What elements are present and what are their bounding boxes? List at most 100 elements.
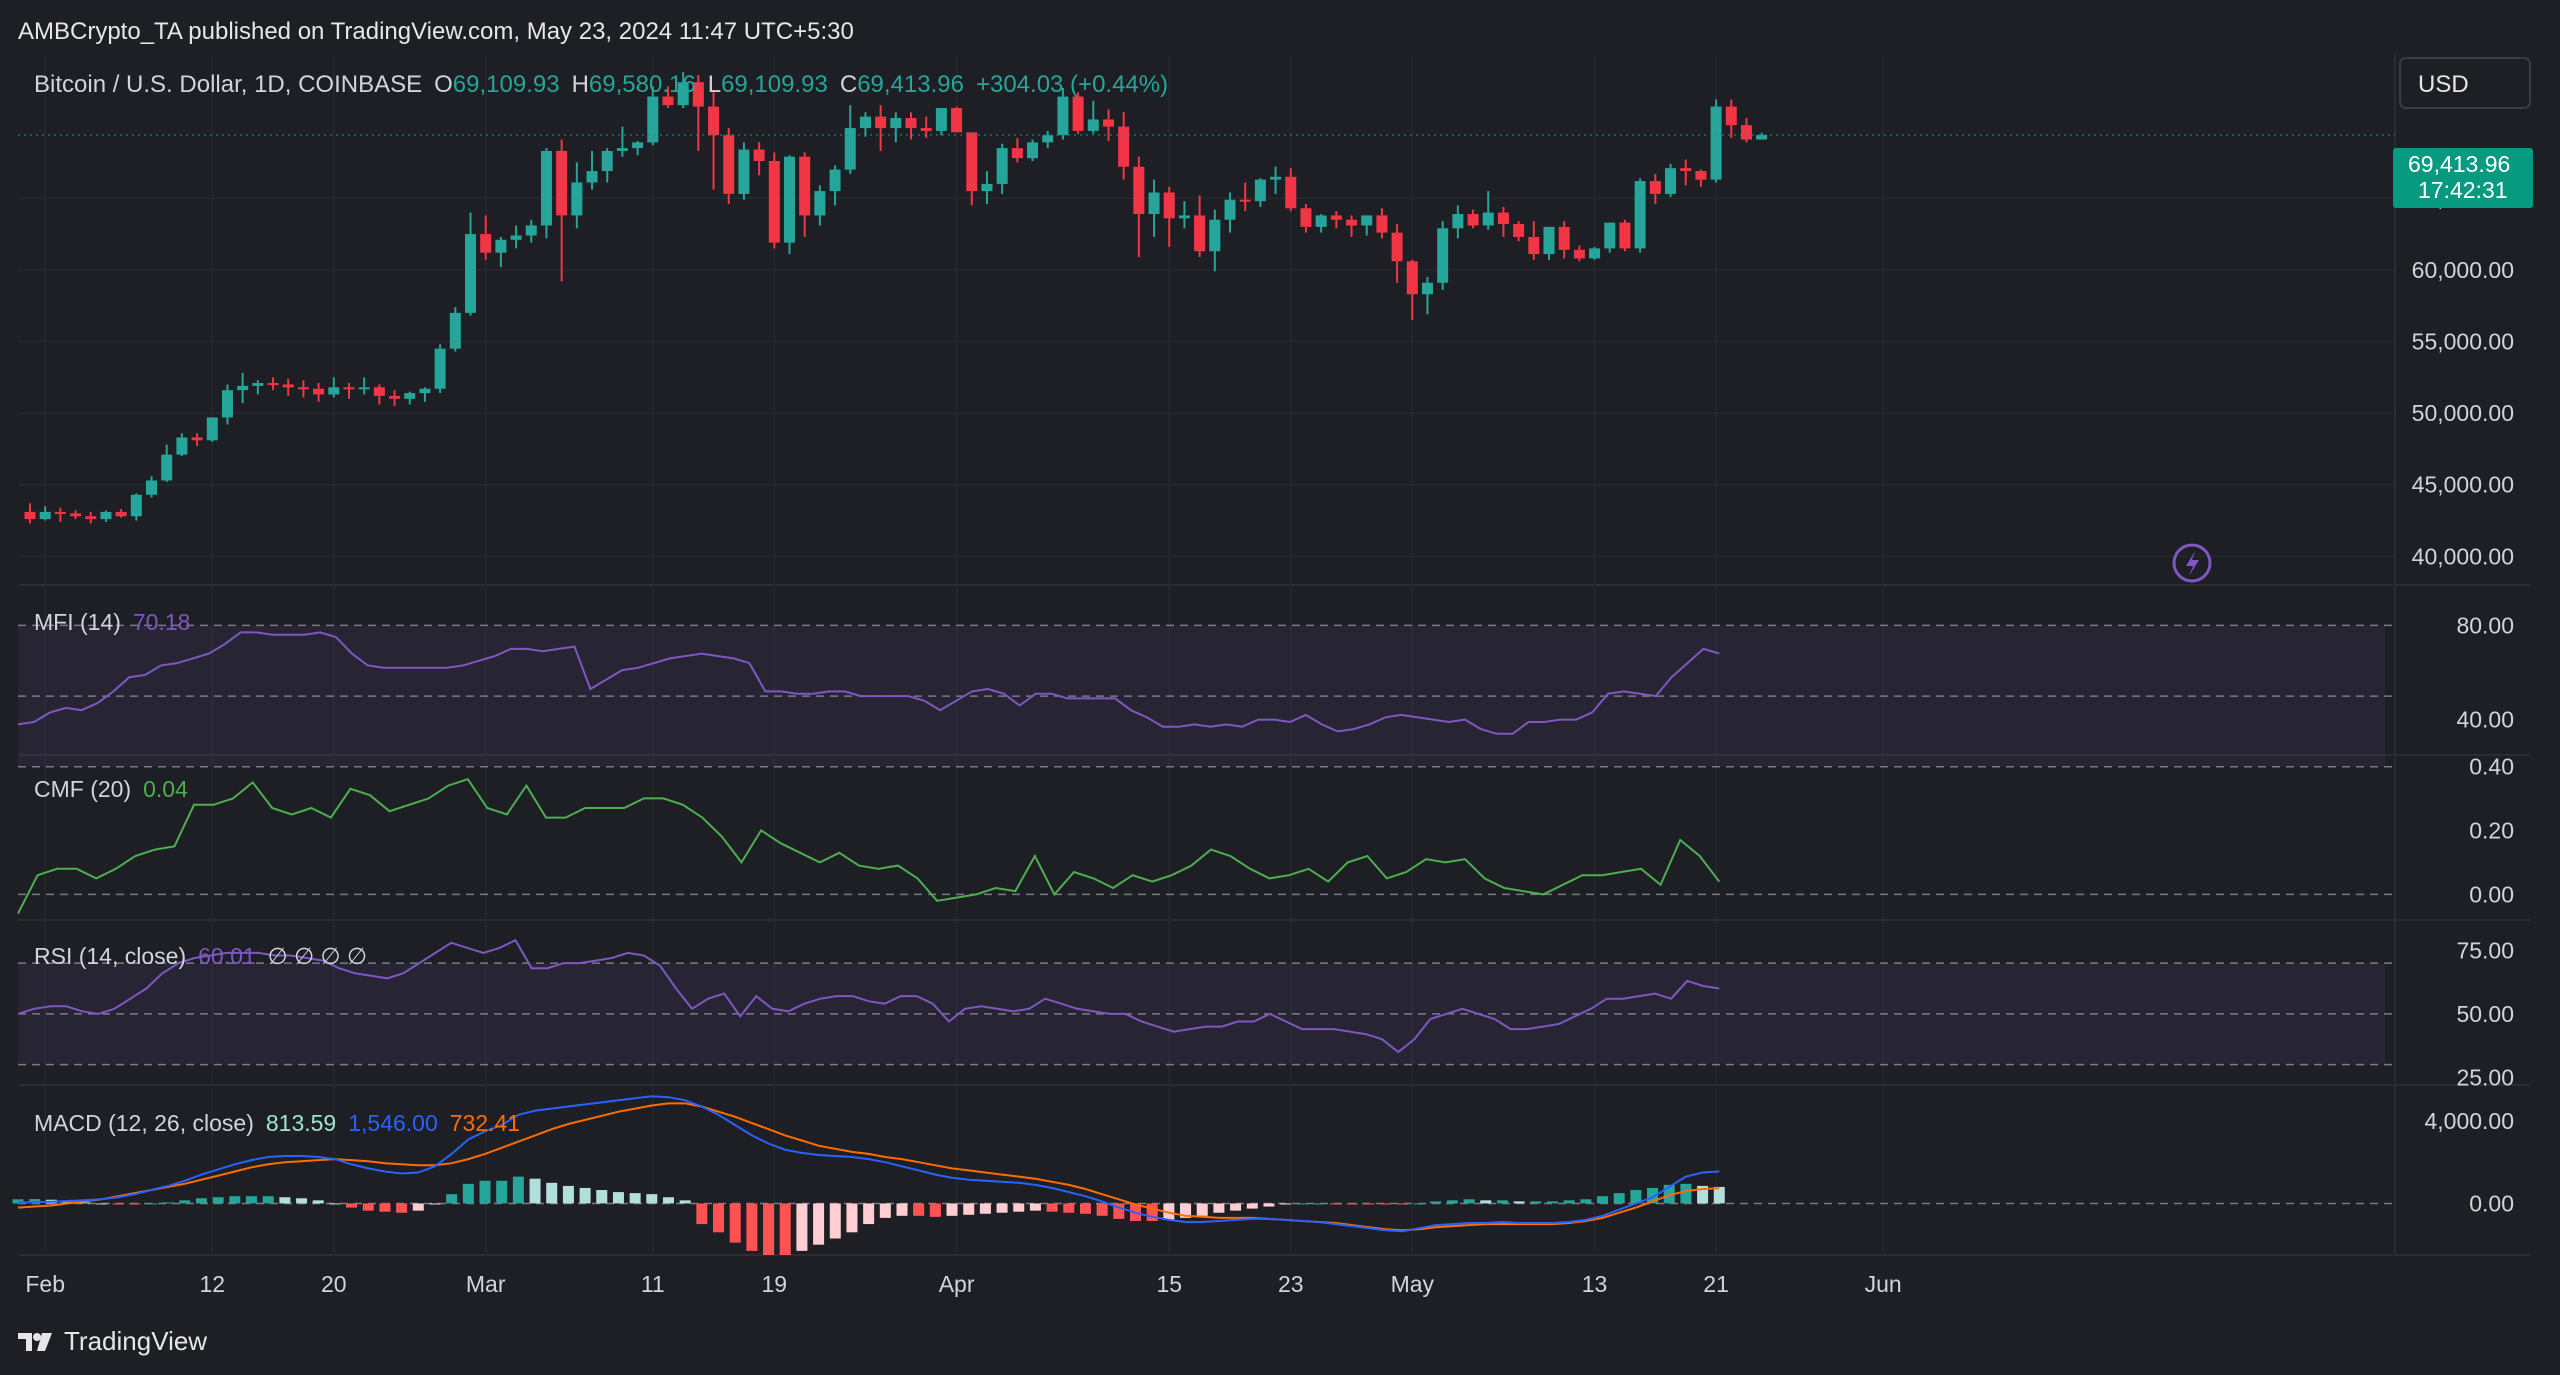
candle-body — [525, 225, 537, 236]
x-tick-label: 21 — [1703, 1271, 1729, 1297]
candle-body — [1209, 219, 1221, 252]
indicator-tick-label: 80.00 — [2456, 612, 2514, 638]
histogram-bar — [1363, 1203, 1375, 1205]
candle-body — [677, 82, 689, 106]
candle — [1346, 215, 1358, 237]
histogram-bar — [1046, 1203, 1058, 1212]
histogram-bar — [112, 1203, 124, 1205]
candle-body — [1300, 208, 1312, 227]
candle — [373, 384, 385, 405]
candle-body — [24, 511, 36, 520]
candle — [328, 377, 340, 398]
macd-line — [17, 1095, 1720, 1233]
candle — [1285, 168, 1297, 212]
candle — [465, 212, 477, 316]
histogram-bar — [446, 1194, 458, 1204]
macd-tick-label: 4,000.00 — [2424, 1108, 2514, 1134]
candle-body — [1740, 125, 1752, 140]
candle-body — [935, 108, 947, 131]
candle-body — [54, 511, 66, 514]
candle — [252, 380, 264, 395]
indicator-tick-label: 0.40 — [2469, 753, 2514, 779]
histogram-bar — [1563, 1200, 1575, 1204]
histogram-bar — [1230, 1203, 1242, 1211]
candle-body — [1178, 215, 1190, 219]
histogram-bar — [1346, 1203, 1358, 1205]
candle — [1011, 138, 1023, 163]
candle — [358, 377, 370, 395]
histogram-bar — [1647, 1187, 1659, 1204]
candle — [738, 142, 750, 200]
candle-body — [875, 116, 887, 129]
histogram-bar — [462, 1183, 474, 1204]
candle — [54, 507, 66, 522]
currency-button[interactable] — [2399, 57, 2531, 109]
histogram-bar — [696, 1203, 708, 1225]
mfi-pane — [17, 624, 2395, 768]
histogram-bar — [79, 1202, 91, 1204]
histogram-bar — [763, 1203, 775, 1255]
candle-body — [510, 235, 522, 240]
histogram-bar — [713, 1203, 725, 1233]
candle-body — [1011, 148, 1023, 159]
candle-body — [1437, 228, 1449, 283]
candle — [1649, 173, 1661, 204]
signal-line — [17, 1102, 1720, 1232]
candle-body — [1634, 181, 1646, 249]
tradingview-logo[interactable]: TradingView — [18, 1326, 207, 1357]
candle — [1194, 195, 1206, 257]
candle-body — [1027, 142, 1039, 159]
candle-body — [389, 395, 401, 399]
candle — [1057, 87, 1069, 140]
histogram-bar — [1580, 1199, 1592, 1204]
histogram-bar — [1096, 1203, 1108, 1216]
indicator-tick-label: 25.00 — [2456, 1064, 2514, 1090]
indicator-tick-label: 50.00 — [2456, 1001, 2514, 1027]
histogram-bar — [562, 1185, 574, 1204]
candle-body — [1072, 96, 1084, 131]
x-tick-label: 20 — [321, 1271, 347, 1297]
candle — [1224, 192, 1236, 233]
histogram-bar — [1697, 1185, 1709, 1204]
histogram-bar — [1597, 1196, 1609, 1204]
candle — [1634, 178, 1646, 253]
histogram-bar — [1530, 1201, 1542, 1204]
candle-body — [768, 161, 780, 243]
histogram-bar — [1313, 1203, 1325, 1205]
candle — [221, 384, 233, 425]
candle — [1421, 277, 1433, 315]
candle — [130, 493, 142, 521]
candle-body — [206, 417, 218, 441]
candle — [389, 390, 401, 406]
candle-body — [313, 388, 325, 395]
candle-body — [434, 348, 446, 389]
lightning-icon[interactable] — [2172, 543, 2212, 583]
histogram-bar — [479, 1180, 491, 1204]
candle-body — [480, 234, 492, 253]
candle-body — [221, 390, 233, 418]
candle — [510, 225, 522, 249]
candle-body — [1619, 222, 1631, 249]
candle — [1680, 159, 1692, 186]
indicator-tick-label: 0.00 — [2469, 881, 2514, 907]
candle-body — [981, 183, 993, 192]
x-tick-label: May — [1391, 1271, 1435, 1297]
candle — [313, 383, 325, 402]
histogram-bar — [1463, 1199, 1475, 1204]
last-price-value: 69,413.96 — [2408, 151, 2510, 177]
candle-body — [1513, 224, 1525, 237]
candle — [799, 152, 811, 237]
indicator-tick-label: 40.00 — [2456, 707, 2514, 733]
histogram-bar — [212, 1197, 224, 1204]
candle — [905, 112, 917, 140]
candle-body — [586, 171, 598, 183]
candle — [1573, 245, 1585, 262]
histogram-bar — [1013, 1203, 1025, 1212]
candle — [601, 148, 613, 183]
candle-body — [1482, 212, 1494, 226]
countdown-timer: 17:42:31 — [2418, 177, 2508, 203]
histogram-bar — [596, 1190, 608, 1204]
histogram-bar — [629, 1193, 641, 1204]
indicator-line — [17, 938, 1720, 1054]
